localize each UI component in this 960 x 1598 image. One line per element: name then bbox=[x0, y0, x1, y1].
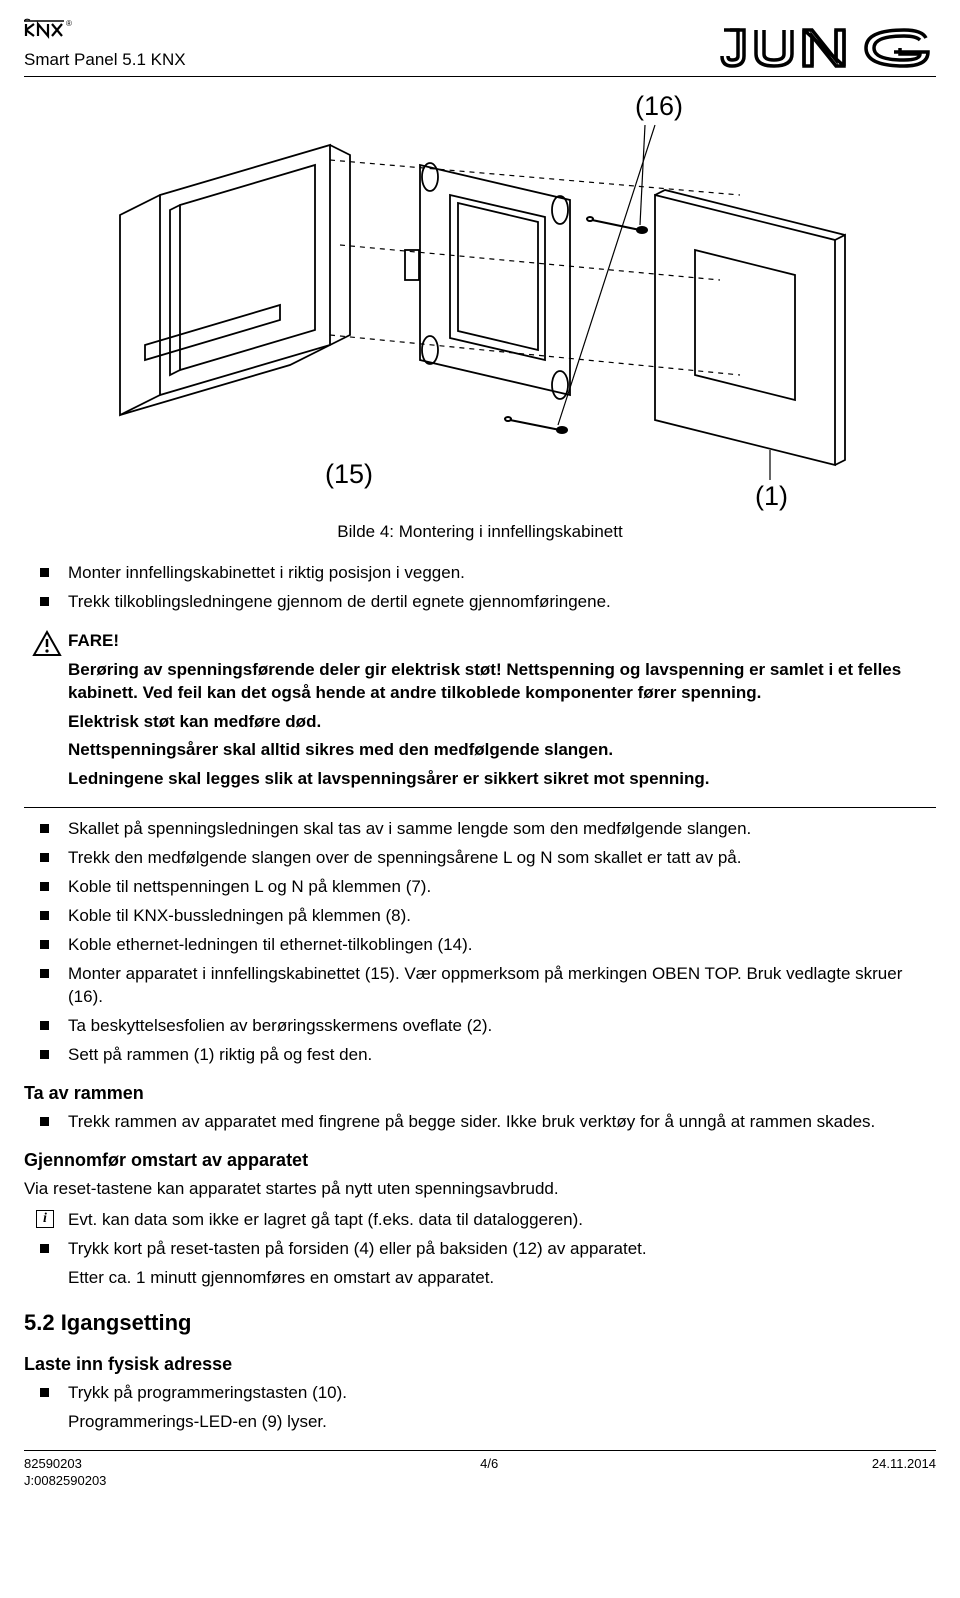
body-text: Programmerings-LED-en (9) lyser. bbox=[24, 1411, 936, 1434]
warning-block: FARE! Berøring av spenningsførende deler… bbox=[24, 620, 936, 809]
section-heading-remove-frame: Ta av rammen bbox=[24, 1081, 936, 1105]
body-text: Etter ca. 1 minutt gjennomføres en omsta… bbox=[24, 1267, 936, 1290]
list-item: Koble ethernet-ledningen til ethernet-ti… bbox=[64, 934, 936, 957]
callout-15: (15) bbox=[325, 459, 373, 489]
jung-logo bbox=[716, 24, 936, 72]
header-left: ® Smart Panel 5.1 KNX bbox=[24, 18, 186, 72]
warning-content: FARE! Berøring av spenningsførende deler… bbox=[68, 630, 936, 798]
warning-text: Nettspenningsårer skal alltid sikres med… bbox=[68, 739, 936, 762]
section-heading-restart: Gjennomfør omstart av apparatet bbox=[24, 1148, 936, 1172]
body-text: Via reset-tastene kan apparatet startes … bbox=[24, 1178, 936, 1201]
svg-text:®: ® bbox=[66, 19, 72, 28]
list-item: Koble til nettspenningen L og N på klemm… bbox=[64, 876, 936, 899]
warning-title: FARE! bbox=[68, 630, 936, 653]
list-item: Skallet på spenningsledningen skal tas a… bbox=[64, 818, 936, 841]
list-item: Trekk tilkoblingsledningene gjennom de d… bbox=[64, 591, 936, 614]
info-line: i Evt. kan data som ikke er lagret gå ta… bbox=[24, 1209, 936, 1232]
footer-page: 4/6 bbox=[480, 1455, 498, 1490]
page-footer: 82590203 J:0082590203 4/6 24.11.2014 bbox=[24, 1450, 936, 1490]
list-item: Sett på rammen (1) riktig på og fest den… bbox=[64, 1044, 936, 1067]
footer-code: J:0082590203 bbox=[24, 1472, 106, 1490]
warning-text: Elektrisk støt kan medføre død. bbox=[68, 711, 936, 734]
bullet-list-restart: Trykk kort på reset-tasten på forsiden (… bbox=[24, 1238, 936, 1261]
footer-codes: 82590203 J:0082590203 bbox=[24, 1455, 106, 1490]
section-subheading: Laste inn fysisk adresse bbox=[24, 1352, 936, 1376]
figure-caption: Bilde 4: Montering i innfellingskabinett bbox=[24, 521, 936, 544]
product-name: Smart Panel 5.1 KNX bbox=[24, 49, 186, 72]
bullet-list-top: Monter innfellingskabinettet i riktig po… bbox=[24, 562, 936, 614]
warning-text: Ledningene skal legges slik at lavspenni… bbox=[68, 768, 936, 791]
info-icon: i bbox=[36, 1210, 54, 1228]
bullet-list-remove: Trekk rammen av apparatet med fingrene p… bbox=[24, 1111, 936, 1134]
footer-date: 24.11.2014 bbox=[872, 1455, 936, 1490]
list-item: Trykk på programmeringstasten (10). bbox=[64, 1382, 936, 1405]
exploded-diagram: (16) (15) (1) bbox=[24, 77, 936, 515]
list-item: Ta beskyttelsesfolien av berøringsskerme… bbox=[64, 1015, 936, 1038]
footer-code: 82590203 bbox=[24, 1455, 106, 1473]
warning-text: Berøring av spenningsførende deler gir e… bbox=[68, 659, 936, 705]
callout-16: (16) bbox=[635, 91, 683, 121]
list-item: Trekk rammen av apparatet med fingrene p… bbox=[64, 1111, 936, 1134]
callout-1: (1) bbox=[755, 481, 788, 511]
knx-logo: ® bbox=[24, 18, 186, 47]
list-item: Monter apparatet i innfellingskabinettet… bbox=[64, 963, 936, 1009]
page-header: ® Smart Panel 5.1 KNX bbox=[24, 18, 936, 77]
warning-icon bbox=[32, 630, 62, 665]
section-heading-5-2: 5.2 Igangsetting bbox=[24, 1308, 936, 1338]
list-item: Monter innfellingskabinettet i riktig po… bbox=[64, 562, 936, 585]
bullet-list-52: Trykk på programmeringstasten (10). bbox=[24, 1382, 936, 1405]
list-item: Koble til KNX-bussledningen på klemmen (… bbox=[64, 905, 936, 928]
list-item: Trykk kort på reset-tasten på forsiden (… bbox=[64, 1238, 936, 1261]
info-text: Evt. kan data som ikke er lagret gå tapt… bbox=[68, 1210, 583, 1229]
bullet-list-main: Skallet på spenningsledningen skal tas a… bbox=[24, 818, 936, 1066]
list-item: Trekk den medfølgende slangen over de sp… bbox=[64, 847, 936, 870]
